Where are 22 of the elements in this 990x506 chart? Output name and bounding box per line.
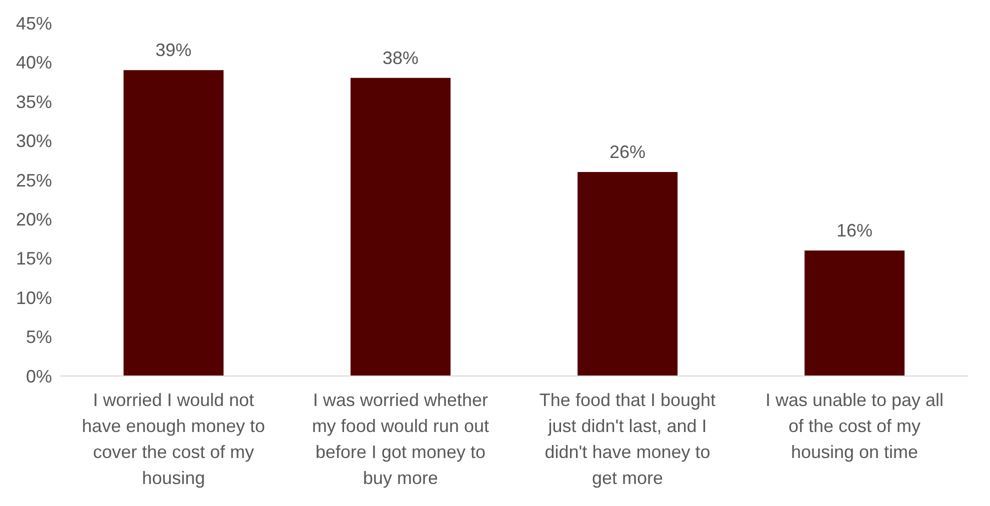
y-tick-label: 45% [16, 13, 52, 34]
bar [578, 172, 678, 376]
data-label: 16% [836, 220, 873, 240]
x-tick-label: I was worried whether my food would run out before I got money to buy more [312, 390, 490, 488]
data-label: 38% [382, 48, 419, 68]
y-tick-label: 5% [26, 327, 52, 348]
bar [350, 78, 451, 376]
y-tick-label: 0% [26, 366, 52, 386]
data-label: 39% [156, 40, 192, 60]
y-tick-label: 35% [16, 92, 52, 112]
x-tick-label: The food that I bought just didn't last, and I didn't have money to get more [539, 390, 716, 488]
x-tick-label: I was unable to pay all of the cost of my housing on time [765, 390, 944, 462]
y-tick-label: 30% [16, 131, 52, 152]
x-tick-label: I worried I would not have enough money to cover the cost of my housing [82, 390, 266, 488]
y-tick-label: 25% [16, 170, 52, 190]
y-tick-label: 15% [16, 248, 52, 269]
data-label: 26% [610, 142, 646, 162]
y-tick-label: 20% [16, 210, 52, 230]
y-tick-label: 40% [16, 52, 52, 73]
bar [804, 250, 905, 376]
bar [124, 70, 224, 376]
y-tick-label: 10% [16, 288, 52, 308]
